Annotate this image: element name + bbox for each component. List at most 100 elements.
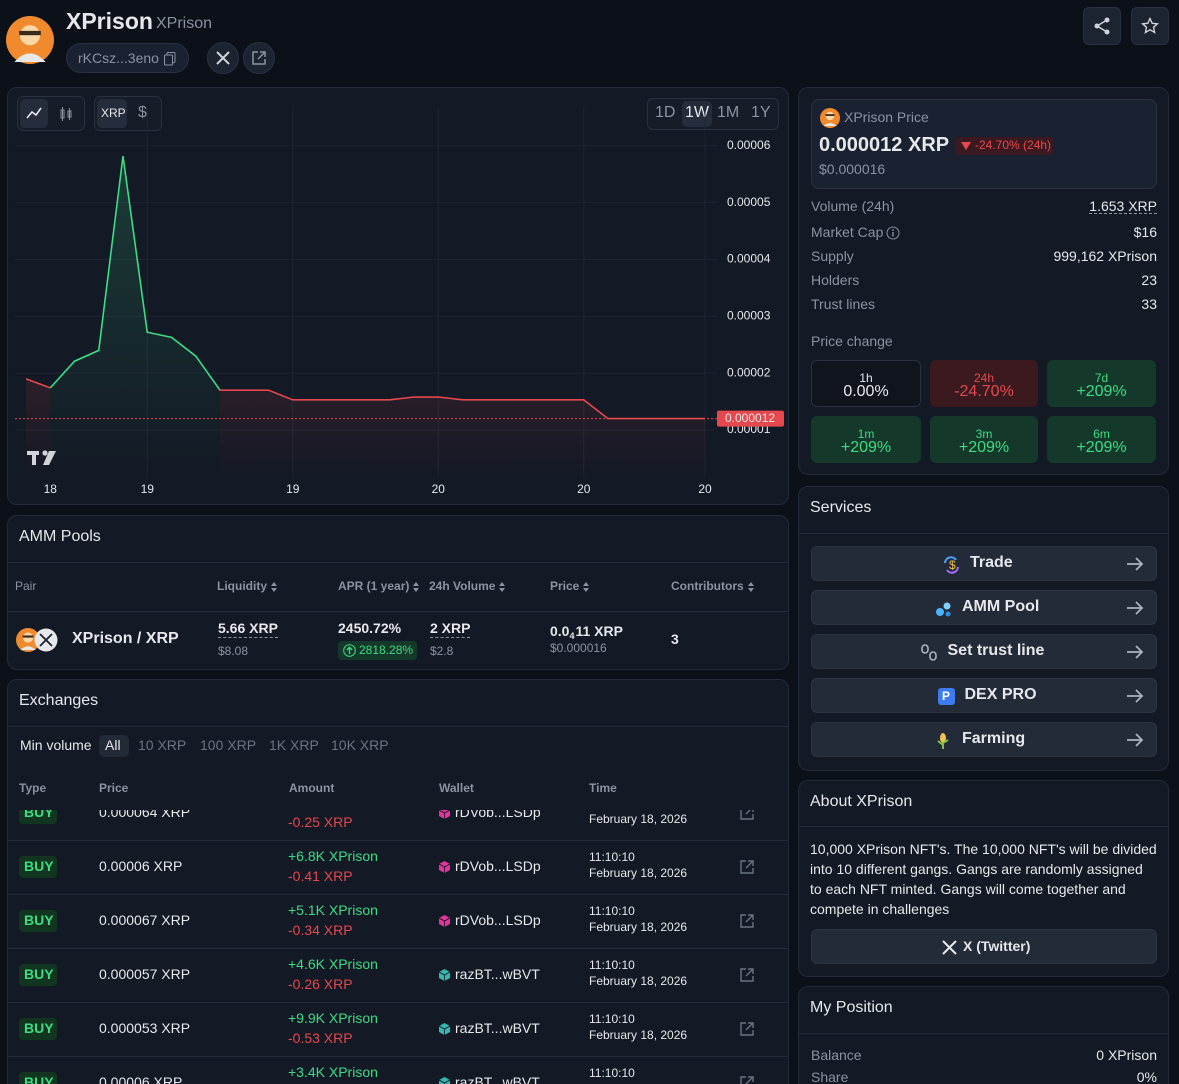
last-price-label: 0.000012 bbox=[725, 411, 775, 425]
position-value: 0 XPrison bbox=[1096, 1047, 1157, 1064]
amount-in: +3.4K XPrison bbox=[288, 1064, 378, 1081]
candle-icon bbox=[60, 107, 72, 121]
trade-date: February 18, 2026 bbox=[589, 920, 688, 935]
table-header: Wallet bbox=[439, 781, 474, 796]
xrp-icon bbox=[34, 628, 58, 652]
down-triangle bbox=[961, 142, 971, 150]
last-price-tag bbox=[717, 410, 784, 427]
service-icon: P bbox=[937, 688, 955, 705]
stat-value: 23 bbox=[1141, 272, 1157, 289]
wallet: rDVob...LSDp bbox=[455, 810, 541, 821]
row-separator bbox=[8, 894, 788, 895]
amm-header: 24h Volume bbox=[429, 579, 496, 594]
amount-out: -0.34 XRP bbox=[288, 922, 353, 939]
trade-type: BUY bbox=[24, 912, 54, 929]
table-body: BUY 0.000064 XRP -0.25 XRP rDVob...LSDp Febr… bbox=[8, 810, 788, 1084]
service-button[interactable]: AMM Pool bbox=[811, 590, 1157, 625]
position-label: Share bbox=[811, 1069, 849, 1084]
amm-separator bbox=[8, 562, 788, 563]
price-change-badge: -24.70% (24h) bbox=[975, 138, 1052, 153]
position-label: Balance bbox=[811, 1047, 862, 1064]
trade-type: BUY bbox=[24, 1074, 54, 1084]
wallet: razBT...wBVT bbox=[455, 1074, 540, 1084]
price-chart: 0.000010.000020.000030.000040.000050.000… bbox=[15, 108, 784, 496]
period-label: 1m bbox=[857, 427, 875, 442]
period-value: +209% bbox=[840, 439, 892, 457]
share-button[interactable] bbox=[1083, 7, 1121, 45]
service-button[interactable]: Farming bbox=[811, 722, 1157, 757]
amount-out: -0.41 XRP bbox=[288, 868, 353, 885]
price-value: 0.000012 XRP bbox=[819, 134, 950, 156]
price-label: XPrison Price bbox=[844, 109, 929, 126]
pair-name: XPrison / XRP bbox=[72, 630, 179, 648]
amount-in: +4.6K XPrison bbox=[288, 956, 378, 973]
wallet-icon bbox=[439, 1023, 450, 1035]
favorite-button[interactable] bbox=[1131, 7, 1169, 45]
explorer-link[interactable] bbox=[740, 914, 754, 928]
trade-price: 0.000067 XRP bbox=[99, 912, 191, 929]
price-change-cell: 24h -24.70% bbox=[930, 360, 1038, 407]
x-link-button[interactable] bbox=[207, 42, 239, 74]
row-separator bbox=[8, 840, 788, 841]
amm-title: AMM Pools bbox=[19, 528, 101, 546]
volume: 2 XRP bbox=[430, 620, 471, 639]
apr-badge bbox=[338, 641, 417, 660]
pool-price-usd: $0.000016 bbox=[550, 641, 607, 656]
arrow-icon bbox=[1127, 733, 1144, 747]
amount-in: +5.1K XPrison bbox=[288, 902, 378, 919]
sort-icon bbox=[583, 582, 590, 592]
services-separator bbox=[799, 533, 1168, 534]
exchanges-separator bbox=[8, 726, 788, 727]
service-button[interactable]: $ Trade bbox=[811, 546, 1157, 581]
position-panel bbox=[798, 986, 1169, 1084]
token-name: XPrison bbox=[66, 8, 153, 35]
about-separator bbox=[799, 826, 1168, 827]
trade-time: 11:10:10 bbox=[589, 958, 635, 973]
twitter-button[interactable]: X (Twitter) bbox=[811, 929, 1157, 964]
wallet-icon bbox=[439, 1077, 450, 1084]
token-address: rKCsz...3eno bbox=[78, 50, 159, 67]
avatar bbox=[6, 16, 54, 64]
service-button[interactable]: Set trust line bbox=[811, 634, 1157, 669]
amm-header: Pair bbox=[15, 579, 37, 594]
services-title: Services bbox=[810, 499, 872, 517]
price-change-cell: 1m +209% bbox=[811, 416, 921, 463]
filter-active[interactable] bbox=[99, 735, 129, 757]
period-value: -24.70% bbox=[954, 383, 1014, 401]
explorer-link[interactable] bbox=[740, 1076, 754, 1084]
wallet: rDVob...LSDp bbox=[455, 912, 541, 929]
price-change-title: Price change bbox=[811, 333, 893, 350]
service-button[interactable]: P DEX PRO bbox=[811, 678, 1157, 713]
explorer-link[interactable] bbox=[740, 810, 754, 820]
explorer-link[interactable] bbox=[740, 860, 754, 874]
table-header: Amount bbox=[289, 781, 335, 796]
exchanges-panel bbox=[7, 679, 789, 1084]
service-label: Farming bbox=[962, 730, 1026, 748]
explorer-link[interactable] bbox=[740, 1022, 754, 1036]
liquidity-usd: $8.08 bbox=[218, 644, 249, 659]
x-tick-label: 20 bbox=[432, 482, 446, 496]
series-line bbox=[49, 155, 221, 391]
stat-value: $16 bbox=[1133, 224, 1157, 241]
service-label: AMM Pool bbox=[962, 598, 1040, 616]
period-value: +209% bbox=[1076, 439, 1127, 457]
explorer-link[interactable] bbox=[740, 968, 754, 982]
range-active[interactable] bbox=[682, 101, 712, 127]
pool-price: 0.0 bbox=[550, 623, 570, 640]
position-separator bbox=[799, 1033, 1168, 1034]
trade-date: February 18, 2026 bbox=[589, 866, 688, 881]
amm-header: Contributors bbox=[671, 579, 744, 594]
up-icon bbox=[343, 644, 356, 657]
apr-badge-value: 2818.28% bbox=[359, 643, 414, 658]
pool-price-digits: 11 XRP bbox=[575, 623, 623, 640]
stat-label: Supply bbox=[811, 248, 854, 265]
wallet: rDVob...LSDp bbox=[455, 858, 541, 875]
stat-label: Holders bbox=[811, 272, 860, 289]
range-option: 1W bbox=[685, 104, 709, 122]
about-text: 10,000 XPrison NFT's. The 10,000 NFT's w… bbox=[810, 841, 1157, 858]
trade-type: BUY bbox=[24, 858, 54, 875]
filter-option: 10 XRP bbox=[138, 737, 187, 754]
pool-price-zeros: 4 bbox=[569, 631, 575, 642]
currency-active[interactable] bbox=[97, 99, 127, 128]
